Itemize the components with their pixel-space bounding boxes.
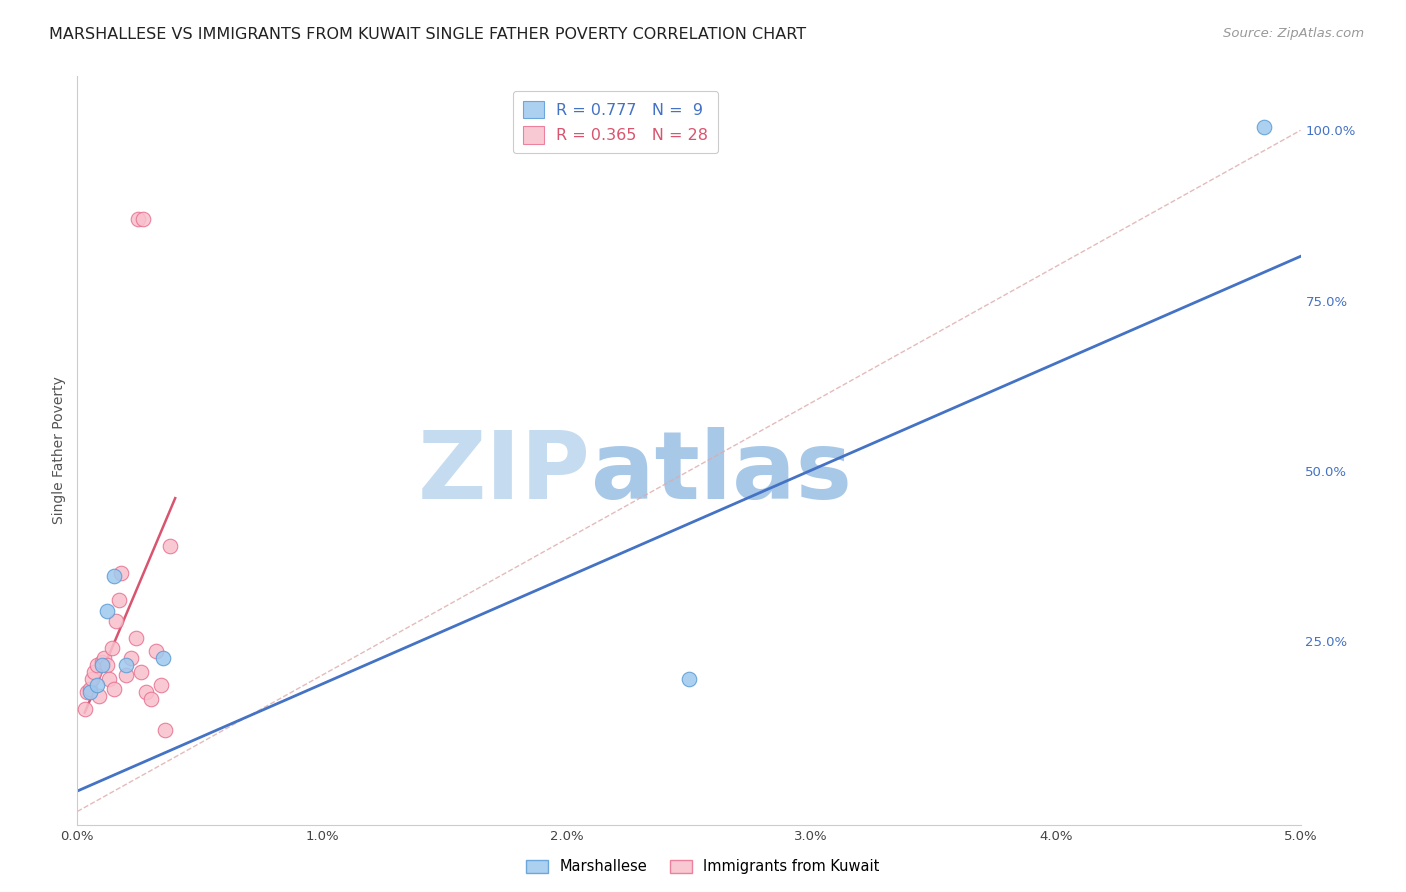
Point	[132, 211, 155, 226]
Point	[152, 651, 174, 665]
Point	[127, 211, 149, 226]
Point	[96, 603, 118, 617]
Point	[103, 681, 125, 696]
Point	[1253, 120, 1275, 134]
Point	[159, 539, 181, 553]
Point	[129, 665, 152, 679]
Legend: Marshallese, Immigrants from Kuwait: Marshallese, Immigrants from Kuwait	[520, 854, 886, 880]
Point	[125, 631, 148, 645]
Point	[89, 689, 111, 703]
Text: ZIP: ZIP	[418, 427, 591, 519]
Point	[79, 685, 101, 699]
Point	[96, 658, 118, 673]
Point	[83, 665, 105, 679]
Point	[86, 658, 108, 673]
Point	[93, 651, 115, 665]
Point	[110, 566, 132, 580]
Text: atlas: atlas	[591, 427, 852, 519]
Point	[145, 644, 167, 658]
Text: Source: ZipAtlas.com: Source: ZipAtlas.com	[1223, 27, 1364, 40]
Point	[115, 658, 138, 673]
Point	[155, 723, 177, 737]
Point	[149, 678, 172, 692]
Point	[139, 692, 162, 706]
Point	[108, 593, 131, 607]
Point	[90, 658, 112, 673]
Point	[135, 685, 157, 699]
Point	[79, 681, 101, 696]
Text: MARSHALLESE VS IMMIGRANTS FROM KUWAIT SINGLE FATHER POVERTY CORRELATION CHART: MARSHALLESE VS IMMIGRANTS FROM KUWAIT SI…	[49, 27, 806, 42]
Legend: R = 0.777   N =  9, R = 0.365   N = 28: R = 0.777 N = 9, R = 0.365 N = 28	[513, 91, 718, 153]
Point	[73, 702, 96, 716]
Point	[86, 678, 108, 692]
Point	[90, 655, 112, 669]
Point	[98, 672, 121, 686]
Point	[105, 614, 128, 628]
Point	[80, 672, 103, 686]
Y-axis label: Single Father Poverty: Single Father Poverty	[52, 376, 66, 524]
Point	[76, 685, 98, 699]
Point	[103, 569, 125, 583]
Point	[100, 640, 122, 655]
Point	[120, 651, 142, 665]
Point	[678, 672, 700, 686]
Point	[115, 668, 138, 682]
